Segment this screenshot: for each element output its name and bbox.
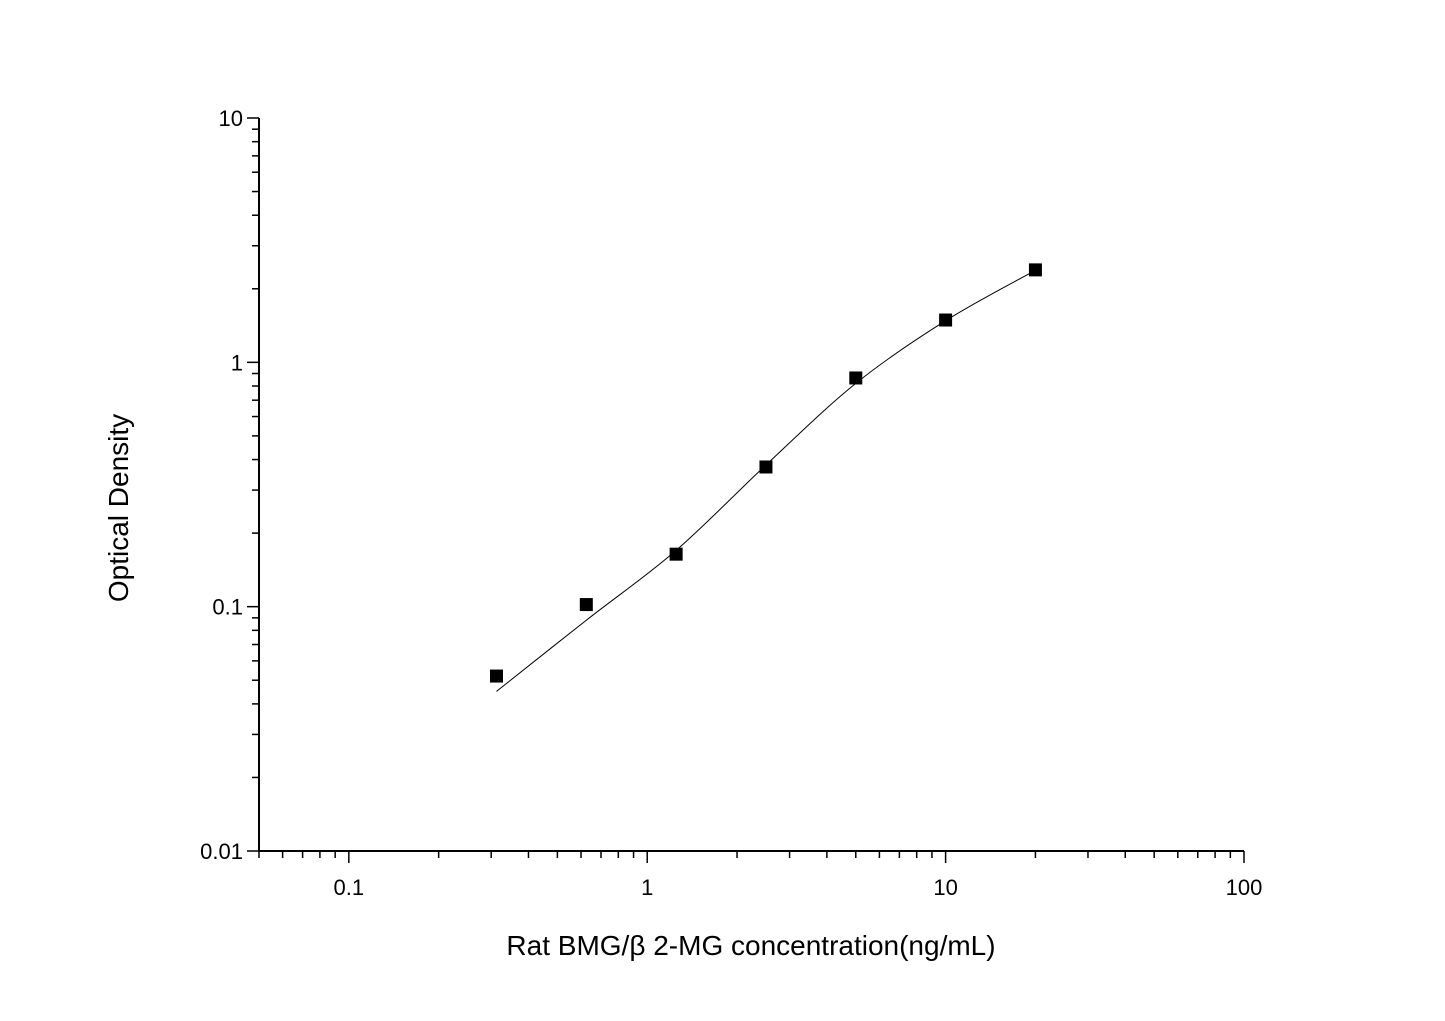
data-point-marker: [489, 669, 503, 683]
y-axis-label: Optical Density: [103, 414, 134, 602]
x-tick-label: 10: [933, 875, 957, 900]
y-tick-label: 1: [231, 350, 243, 375]
x-tick-label: 1: [641, 875, 653, 900]
y-tick-label: 0.1: [212, 595, 243, 620]
data-point-marker: [669, 547, 683, 561]
data-point-marker: [1028, 263, 1042, 277]
data-point-marker: [939, 313, 953, 327]
x-axis-label: Rat BMG/β 2-MG concentration(ng/mL): [506, 930, 995, 961]
x-tick-label: 0.1: [334, 875, 365, 900]
axes: 0.01 0.1 1 10 0.1 1 10 100: [200, 106, 1262, 900]
data-point-marker: [579, 598, 593, 612]
fit-curve-line: [496, 269, 1036, 692]
y-tick-label: 0.01: [200, 839, 243, 864]
data-point-marker: [849, 371, 863, 385]
x-tick-label: 100: [1226, 875, 1263, 900]
plot-marks: [489, 263, 1042, 692]
data-point-marker: [759, 460, 773, 474]
y-tick-label: 10: [219, 106, 243, 131]
